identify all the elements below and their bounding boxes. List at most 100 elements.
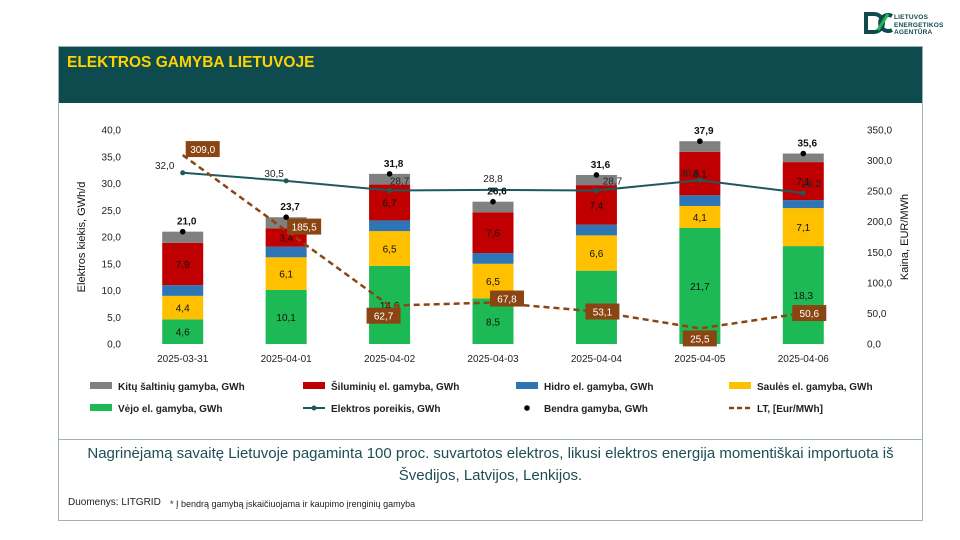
- bar-value-label: 3,4: [279, 234, 293, 245]
- bendra-point: [283, 214, 289, 221]
- bendra-point: [490, 198, 496, 205]
- bar-segment-siluminiu: [472, 212, 514, 254]
- bendra-label: 23,7: [280, 202, 300, 213]
- legend-swatch-marker: [311, 405, 317, 411]
- lt-price-label-box: [366, 307, 401, 324]
- legend-label: Bendra gamyba, GWh: [544, 404, 648, 415]
- lt-price-label-box: [682, 330, 717, 347]
- x-tick-label: 2025-04-01: [261, 354, 313, 365]
- y2-tick-label: 200,0: [867, 217, 892, 228]
- bendra-point: [179, 228, 186, 235]
- y2-tick-label: 250,0: [867, 187, 892, 198]
- bar-value-label: 6,6: [589, 249, 603, 260]
- bendra-label: 37,9: [694, 126, 714, 137]
- bar-value-label: 4,1: [693, 213, 707, 224]
- bendra-label: 35,6: [798, 139, 818, 150]
- lt-price-label: 67,8: [497, 295, 517, 306]
- bar-segment-vejo: [679, 227, 721, 344]
- y-tick-label: 35,0: [102, 152, 122, 163]
- bar-segment-saules: [265, 257, 307, 290]
- summary-note: Nagrinėjamą savaitę Lietuvoje pagaminta …: [87, 445, 894, 484]
- lt-price-label-box: [585, 303, 620, 320]
- lt-price-label: 53,1: [593, 308, 613, 319]
- bar-value-label: 6,5: [486, 277, 500, 288]
- bar-segment-kitu: [162, 231, 204, 243]
- bar-segment-kitu: [369, 173, 411, 185]
- bar-value-label: 10,1: [276, 313, 296, 324]
- bar-segment-hidro: [162, 285, 204, 296]
- x-tick-label: 2025-04-06: [778, 354, 830, 365]
- logo: [864, 10, 956, 46]
- y-tick-label: 10,0: [102, 286, 122, 297]
- y2-tick-label: 50,0: [867, 309, 887, 320]
- bar-segment-saules: [679, 205, 721, 228]
- y-tick-label: 40,0: [102, 126, 122, 137]
- bendra-point: [386, 171, 393, 177]
- lt-price-label: 50,6: [800, 309, 820, 320]
- legend-swatch: [516, 382, 538, 389]
- bendra-label: 21,0: [177, 217, 197, 228]
- bar-segment-vejo: [782, 246, 824, 344]
- divider: [59, 439, 922, 440]
- bar-value-label: 7,6: [486, 229, 500, 240]
- logo-mark-icon: [864, 12, 893, 34]
- bar-value-label: 8,5: [486, 317, 500, 328]
- bendra-label: 26,6: [487, 187, 507, 198]
- y2-tick-label: 350,0: [867, 126, 892, 137]
- y2-tick-label: 150,0: [867, 248, 892, 259]
- poreikis-point: [387, 187, 393, 193]
- legend-swatch: [524, 405, 530, 411]
- x-tick-label: 2025-03-31: [157, 354, 209, 365]
- y-tick-label: 5,0: [107, 313, 121, 324]
- bar-value-label: 14,6: [380, 301, 400, 312]
- bendra-label: 31,8: [384, 159, 404, 170]
- lt-price-label: 25,5: [690, 334, 710, 345]
- bar-segment-saules: [369, 231, 411, 266]
- legend-label: Hidro el. gamyba, GWh: [544, 382, 653, 393]
- x-tick-label: 2025-04-02: [364, 354, 416, 365]
- logo-text: LIETUVOS ENERGETIKOS AGENTŪRA: [894, 14, 944, 36]
- bar-value-label: 7,1: [796, 223, 810, 234]
- lt-price-label: 62,7: [374, 312, 394, 323]
- lt-price-label-box: [287, 218, 322, 235]
- bar-segment-kitu: [575, 174, 617, 186]
- poreikis-point: [490, 187, 496, 193]
- bar-value-label: 21,7: [690, 282, 710, 293]
- legend-swatch: [303, 382, 325, 389]
- bar-segment-hidro: [575, 224, 617, 236]
- y2-tick-label: 0,0: [867, 340, 881, 351]
- y-tick-label: 30,0: [102, 179, 122, 190]
- bar-segment-saules: [575, 235, 617, 271]
- bar-segment-vejo: [265, 289, 307, 344]
- y-axis-title: Elektros kiekis, GWh/d: [76, 182, 88, 293]
- bar-segment-hidro: [265, 246, 307, 258]
- legend-label: Kitų šaltinių gamyba, GWh: [118, 382, 245, 393]
- y-tick-label: 15,0: [102, 259, 122, 270]
- poreikis-label: 30,5: [264, 169, 284, 180]
- y2-tick-label: 100,0: [867, 278, 892, 289]
- poreikis-label: 28,8: [483, 174, 503, 185]
- source-label: Duomenys: LITGRID: [68, 497, 161, 508]
- bar-value-label: 8,1: [693, 170, 707, 181]
- poreikis-point: [283, 178, 289, 184]
- poreikis-label: 30,6: [680, 168, 700, 179]
- bar-value-label: 6,1: [279, 270, 293, 281]
- footnote: * Į bendrą gamybą įskaičiuojama ir kaupi…: [170, 499, 416, 509]
- x-tick-label: 2025-04-05: [674, 354, 726, 365]
- bar-segment-saules: [782, 208, 824, 247]
- bendra-label: 31,6: [591, 160, 611, 171]
- y-tick-label: 0,0: [107, 340, 121, 351]
- bar-value-label: 6,5: [383, 245, 397, 256]
- lt-price-label: 185,5: [292, 223, 317, 234]
- legend-label: Vėjo el. gamyba, GWh: [118, 404, 222, 415]
- bar-segment-hidro: [679, 195, 721, 206]
- legend-swatch: [90, 382, 112, 389]
- bar-segment-kitu: [679, 141, 721, 152]
- lt-price-label-box: [185, 141, 220, 158]
- y-tick-label: 20,0: [102, 233, 122, 244]
- bar-segment-kitu: [265, 217, 307, 229]
- lt-price-label-box: [792, 305, 827, 322]
- poreikis-label: 28,2: [802, 179, 822, 190]
- x-tick-label: 2025-04-04: [571, 354, 623, 365]
- page-title: ELEKTROS GAMYBA LIETUVOJE: [67, 54, 315, 71]
